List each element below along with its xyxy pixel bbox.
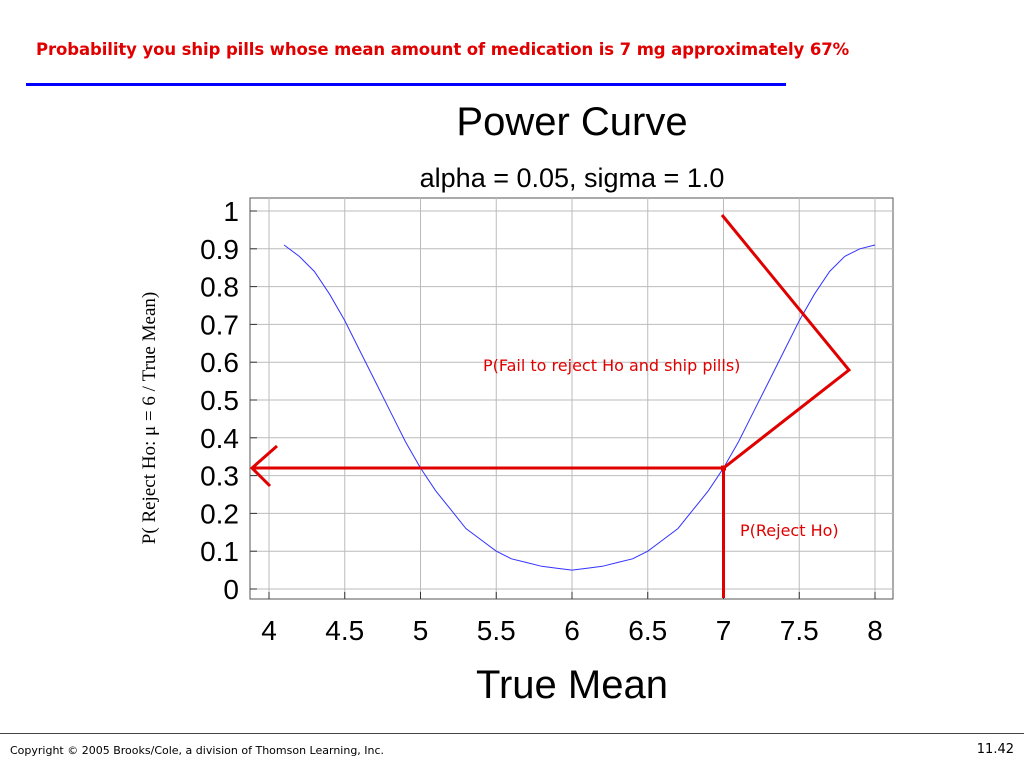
- y-tick-label: 0.7: [200, 309, 239, 340]
- y-axis-label: P( Reject Ho: μ = 6 / True Mean): [139, 292, 160, 544]
- footer-divider: [0, 733, 1024, 734]
- y-tick-label: 0.4: [200, 423, 239, 454]
- x-tick-label: 4.5: [325, 615, 364, 646]
- x-tick-label: 7.5: [780, 615, 819, 646]
- x-tick-label: 6: [564, 615, 580, 646]
- power-curve-line: [283, 244, 876, 571]
- x-tick-label: 8: [867, 615, 883, 646]
- y-tick-label: 0.8: [200, 272, 239, 303]
- y-tick-label: 0.2: [200, 498, 239, 529]
- y-tick-label: 0.5: [200, 385, 239, 416]
- y-tick-label: 1: [223, 196, 239, 227]
- y-tick-label: 0.3: [200, 461, 239, 492]
- annotation-arrows: [249, 214, 852, 598]
- x-tick-label: 4: [261, 615, 277, 646]
- x-tick-label: 6.5: [628, 615, 667, 646]
- slide-number: 11.42: [976, 742, 1014, 757]
- footer-copyright: Copyright © 2005 Brooks/Cole, a division…: [10, 744, 385, 757]
- fail-to-reject-bracket: [720, 214, 852, 470]
- slide-title: Probability you ship pills whose mean am…: [36, 40, 850, 59]
- annotation-reject-ho: P(Reject Ho): [740, 521, 839, 540]
- x-tick-label: 5: [413, 615, 429, 646]
- title-divider: [26, 83, 786, 86]
- y-axis-ticks: 0 0.1 0.2 0.3 0.4 0.5 0.6 0.7 0.8 0.9 1: [200, 196, 257, 605]
- y-tick-label: 0: [223, 574, 239, 605]
- x-axis-label: True Mean: [476, 663, 668, 707]
- annotation-fail-to-reject: P(Fail to reject Ho and ship pills): [483, 356, 740, 375]
- grid: [250, 198, 893, 599]
- y-tick-label: 0.9: [200, 234, 239, 265]
- y-tick-label: 0.6: [200, 347, 239, 378]
- x-axis-ticks: 4 4.5 5 5.5 6 6.5 7 7.5 8: [261, 592, 883, 646]
- y-tick-label: 0.1: [200, 536, 239, 567]
- chart-title: Power Curve: [456, 100, 687, 144]
- point-marker: [721, 465, 726, 471]
- power-curve-chart: Power Curve alpha = 0.05, sigma = 1.0 00…: [139, 100, 894, 707]
- chart-subtitle: alpha = 0.05, sigma = 1.0: [420, 163, 725, 193]
- left-arrowhead: [249, 444, 278, 488]
- x-tick-label: 5.5: [477, 615, 516, 646]
- x-tick-label: 7: [716, 615, 732, 646]
